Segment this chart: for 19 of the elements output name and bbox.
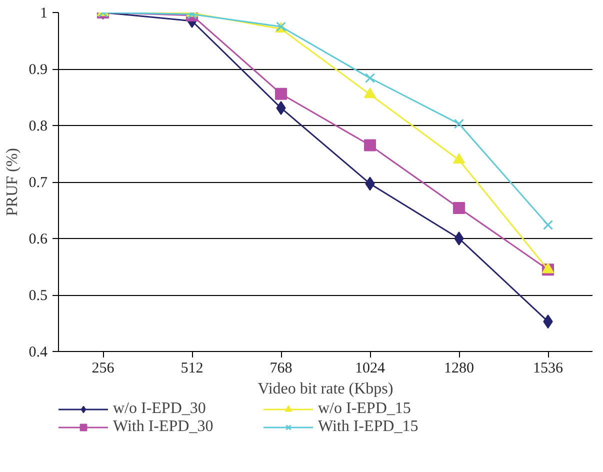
y-tick-label: 0.5 [28,288,48,304]
x-tick-label: 512 [180,360,204,376]
legend-label: With I-EPD_15 [318,418,420,436]
x-tick-label: 1280 [444,360,474,376]
x-tick-label: 1536 [533,360,564,376]
x-tick-label: 768 [270,360,292,376]
legend-label: w/o I-EPD_30 [113,400,207,418]
legend-label: With I-EPD_30 [113,418,214,436]
y-axis-title: PRUF (%) [4,148,21,216]
y-tick-label: 0.4 [28,344,48,360]
y-tick-label: 0.6 [28,232,48,248]
y-tick-label: 0.9 [28,62,48,78]
y-tick-label: 0.7 [28,175,48,191]
x-tick-label: 1024 [355,360,386,376]
y-tick-label: 0.8 [28,118,48,134]
legend-label: w/o I-EPD_15 [318,400,412,418]
x-axis-title: Video bit rate (Kbps) [258,380,394,398]
y-tick-label: 1 [40,6,48,22]
x-tick-label: 256 [92,360,115,376]
